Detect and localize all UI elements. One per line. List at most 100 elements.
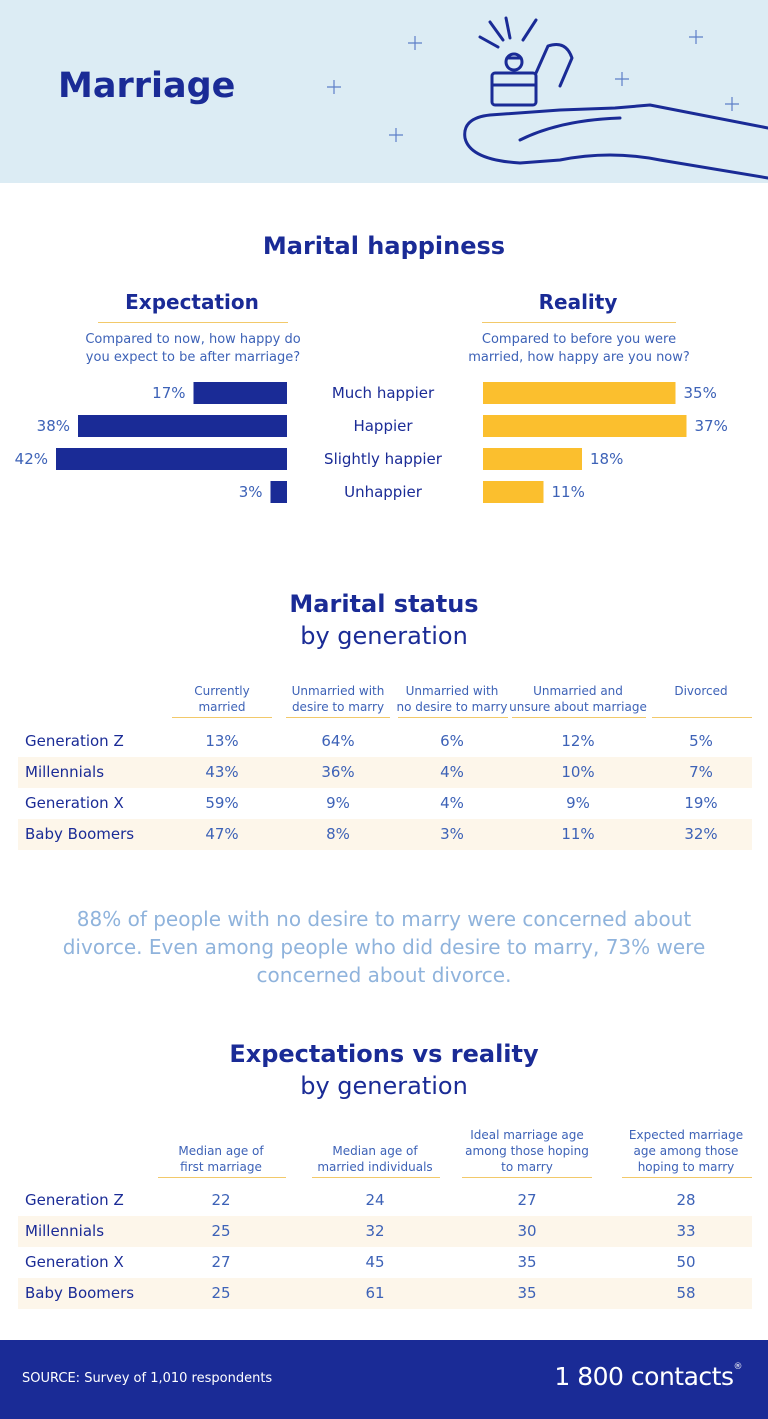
status-title: Marital status (289, 590, 479, 618)
status-header-line: Divorced (674, 684, 728, 698)
status-header-line: Currently (194, 684, 250, 698)
status-header-line: Unmarried with (405, 684, 499, 698)
reality-value-label: 18% (590, 450, 623, 468)
status-cell: 19% (684, 794, 718, 812)
status-header-line: married (198, 700, 246, 714)
exp-header-ideal-age: Ideal marriage age among those hoping to… (458, 1127, 596, 1175)
callout-line: 88% of people with no desire to marry we… (76, 907, 692, 931)
row-label: Generation X (25, 1253, 124, 1271)
exp-header-line (310, 1127, 440, 1143)
exp-cell: 35 (517, 1253, 537, 1271)
status-header-line: no desire to marry (396, 700, 508, 714)
exp-cell: 50 (676, 1253, 696, 1271)
reality-value-label: 11% (552, 483, 585, 501)
happiness-title: Marital happiness (262, 232, 506, 260)
expectation-value-label: 42% (15, 450, 48, 468)
exp-cell: 24 (365, 1191, 385, 1209)
source-note: SOURCE: Survey of 1,010 respondents (22, 1371, 273, 1386)
reality-bar (483, 448, 582, 470)
exp-header-line: to marry (501, 1160, 553, 1174)
reality-bar (483, 415, 687, 437)
exp-header-line: among those hoping (465, 1144, 589, 1158)
status-cell: 11% (561, 825, 595, 843)
expectation-underline (98, 322, 288, 323)
callout-line: divorce. Even among people who did desir… (62, 935, 706, 959)
exp-cell: 25 (211, 1222, 231, 1240)
status-cell: 64% (321, 732, 355, 750)
category-label: Happier (353, 417, 413, 435)
exp-row-gen-x: Generation X 27 45 35 50 (18, 1247, 752, 1278)
status-cell: 9% (566, 794, 590, 812)
exp-header-median-first: Median age of first marriage (156, 1127, 286, 1175)
brand-logo: 1 800 contacts® (554, 1362, 742, 1391)
exp-cell: 27 (211, 1253, 231, 1271)
status-header-underline (652, 717, 752, 718)
row-label: Millennials (25, 1222, 105, 1240)
status-cell: 10% (561, 763, 595, 781)
exp-cell: 30 (517, 1222, 537, 1240)
status-cell: 9% (326, 794, 350, 812)
divorce-concern-callout: 88% of people with no desire to marry we… (40, 905, 728, 989)
exp-header-line: married individuals (317, 1160, 433, 1174)
status-header-no-desire: Unmarried with no desire to marry (396, 683, 508, 715)
callout-line: concerned about divorce. (256, 963, 512, 987)
status-row-baby-boomers: Baby Boomers 47% 8% 3% 11% 32% (18, 819, 752, 850)
expectation-value-label: 38% (37, 417, 70, 435)
status-header-underline (286, 717, 390, 718)
expectation-bar (56, 448, 287, 470)
exp-header-median-married: Median age of married individuals (310, 1127, 440, 1175)
row-label: Generation Z (25, 732, 124, 750)
exp-cell: 35 (517, 1284, 537, 1302)
ring-in-hand-illustration (327, 16, 768, 180)
status-header-underline (398, 717, 508, 718)
exp-header-line: age among those (633, 1144, 739, 1158)
exp-cell: 58 (676, 1284, 696, 1302)
exp-cell: 25 (211, 1284, 231, 1302)
status-header-currently-married: Currently married (172, 683, 272, 715)
status-header-line: Unmarried with (291, 684, 385, 698)
status-cell: 7% (689, 763, 713, 781)
expectation-value-label: 17% (152, 384, 185, 402)
status-header-line: unsure about marriage (509, 700, 647, 714)
status-header-line: desire to marry (291, 700, 385, 714)
status-subtitle: by generation (300, 622, 468, 650)
row-label: Baby Boomers (25, 825, 135, 843)
status-cell: 47% (205, 825, 239, 843)
status-cell: 6% (440, 732, 464, 750)
exp-header-line: Expected marriage (628, 1128, 744, 1142)
page-title: Marriage (58, 66, 236, 106)
status-header-line: Unmarried and (533, 684, 623, 698)
reality-value-label: 35% (684, 384, 717, 402)
exp-cell: 27 (517, 1191, 537, 1209)
expectations-subtitle: by generation (300, 1072, 468, 1100)
exp-cell: 32 (365, 1222, 385, 1240)
exp-header-line (156, 1127, 286, 1143)
exp-header-underline (158, 1177, 286, 1178)
status-header-unsure: Unmarried and unsure about marriage (508, 683, 648, 715)
expectation-question: Compared to now, how happy do you expect… (60, 331, 326, 367)
status-cell: 43% (205, 763, 239, 781)
footer: SOURCE: Survey of 1,010 respondents 1 80… (0, 1340, 768, 1419)
status-header-underline (172, 717, 272, 718)
expectations-title: Expectations vs reality (229, 1040, 539, 1068)
status-cell: 4% (440, 794, 464, 812)
exp-header-line: Ideal marriage age (470, 1128, 584, 1142)
happiness-bar-chart: 17% Much happier 35% 38% Happier 37% 42% Slight… (15, 382, 728, 503)
reality-value-label: 37% (695, 417, 728, 435)
expectation-question-line1: Compared to now, how happy do (85, 332, 301, 347)
reality-question-line1: Compared to before you were (481, 332, 677, 347)
row-label: Generation Z (25, 1191, 124, 1209)
row-label: Baby Boomers (25, 1284, 135, 1302)
status-cell: 59% (205, 794, 239, 812)
exp-header-underline (312, 1177, 440, 1178)
reality-question: Compared to before you were married, how… (446, 331, 712, 367)
status-header-divorced: Divorced (652, 683, 750, 699)
exp-header-line: Median age of (332, 1144, 418, 1158)
exp-cell: 45 (365, 1253, 385, 1271)
row-label: Millennials (25, 763, 105, 781)
exp-header-line: Median age of (178, 1144, 264, 1158)
exp-header-expected-age: Expected marriage age among those hoping… (618, 1127, 754, 1175)
exp-cell: 61 (365, 1284, 385, 1302)
status-cell: 4% (440, 763, 464, 781)
exp-row-millennials: Millennials 25 32 30 33 (18, 1216, 752, 1247)
